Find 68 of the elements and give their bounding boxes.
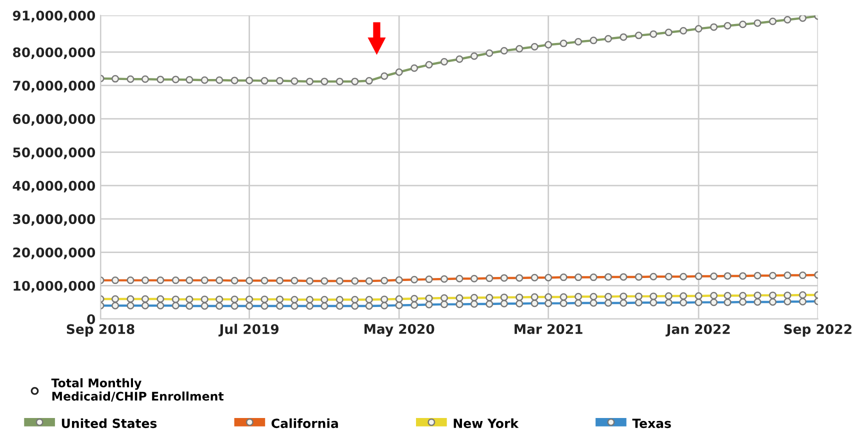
point	[664, 28, 672, 36]
point	[634, 32, 642, 40]
point	[306, 78, 314, 86]
point	[754, 19, 762, 27]
point	[141, 75, 149, 83]
point	[604, 35, 612, 43]
point	[784, 16, 792, 24]
point	[739, 20, 747, 28]
point	[650, 30, 658, 38]
y-tick-label: 10,000,000	[14, 280, 96, 293]
point	[710, 23, 718, 31]
y-tick-label: 60,000,000	[13, 114, 96, 126]
point	[395, 68, 403, 76]
y-tick-label: 91,000,000	[12, 10, 96, 22]
point	[276, 77, 284, 85]
point	[320, 78, 328, 86]
point	[724, 22, 732, 30]
point	[440, 58, 448, 66]
point	[216, 76, 224, 84]
point	[516, 45, 524, 53]
y-tick-label: 40,000,000	[12, 180, 96, 192]
point	[156, 76, 164, 84]
legend-label: California	[272, 418, 338, 428]
point	[768, 18, 776, 26]
x-tick-label: May 2020	[364, 324, 434, 337]
point	[126, 75, 134, 83]
point	[230, 76, 238, 84]
point	[574, 38, 582, 46]
y-tick-label: 50,000,000	[13, 147, 96, 160]
x-tick-label: Sep 2022	[784, 324, 852, 337]
point	[560, 40, 568, 48]
point	[500, 47, 508, 55]
point	[486, 49, 494, 57]
point	[351, 78, 359, 86]
y-tick-label: 30,000,000	[13, 214, 96, 226]
y-tick-label: 70,000,000	[13, 80, 96, 92]
legend-label: United States	[62, 418, 157, 428]
point	[186, 76, 194, 84]
point	[470, 52, 478, 60]
point	[590, 36, 598, 44]
point	[246, 76, 254, 84]
point	[410, 64, 418, 72]
point	[544, 41, 552, 49]
y-tick-label: 20,000,000	[13, 247, 96, 260]
point	[425, 61, 433, 69]
x-tick-label: Mar 2021	[514, 324, 582, 334]
legend-label: New York	[454, 418, 519, 428]
y-tick-label: 80,000,000	[13, 47, 96, 59]
point	[112, 75, 120, 83]
point	[694, 24, 702, 32]
point	[456, 55, 464, 63]
point	[365, 77, 373, 85]
point	[680, 26, 688, 34]
point	[200, 76, 208, 84]
point	[530, 43, 538, 51]
legend-label: Texas	[632, 418, 671, 428]
y-tick-label: 0	[87, 314, 96, 324]
point	[336, 78, 344, 86]
point	[290, 77, 298, 85]
x-tick-label: Sep 2018	[66, 324, 134, 337]
legend-title: Total Monthly Medicaid/CHIP Enrollment	[51, 378, 224, 402]
x-tick-label: Jan 2022	[666, 324, 730, 337]
point	[380, 72, 388, 80]
point	[620, 33, 628, 41]
x-tick-label: Jul 2019	[218, 324, 279, 337]
point	[798, 15, 806, 22]
point	[172, 76, 180, 84]
point	[260, 77, 268, 85]
